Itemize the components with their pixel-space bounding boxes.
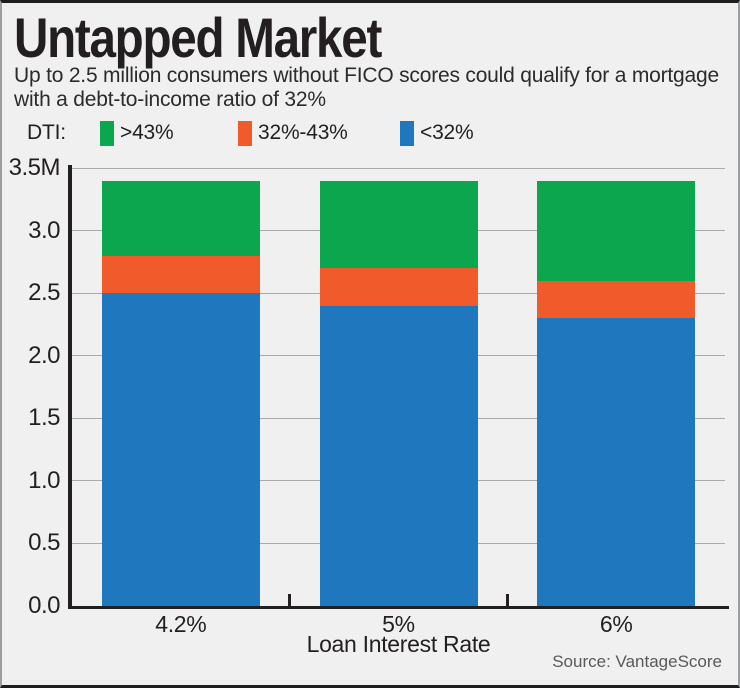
legend-label: 32%-43% [258,121,348,144]
chart-title: Untapped Market [14,6,382,69]
bar-segment-5%->43% [319,180,478,269]
bar-segment-5%-<32% [319,305,478,606]
legend: DTI: >43% 32%-43% <32% [2,119,738,147]
legend-title: DTI: [27,121,66,144]
x-axis-tick [288,594,292,606]
source-credit: Source: VantageScore [552,652,722,671]
y-tick-label: 1.5 [28,404,60,432]
bar-segment-4.2%->43% [101,180,260,256]
bar-segment-6%->43% [537,180,696,281]
legend-swatch [400,120,414,146]
y-tick-label: 2.0 [28,341,60,369]
y-axis-line [68,165,72,609]
y-tick-label: 0.5 [28,529,60,557]
bar-segment-5%-32%-43% [319,268,478,306]
bar-segment-4.2%-<32% [101,293,260,606]
x-tick-label: 4.2% [155,611,207,637]
x-axis-tick [505,594,509,606]
x-tick-label: 6% [599,611,633,637]
x-axis-line [68,606,729,609]
legend-swatch [238,120,252,146]
y-tick-label: 1.0 [28,466,60,494]
stacked-bar-chart: 0.0 0.5 1.0 1.5 2.0 2.5 3.0 3.5M 4.2% 5% 6% [9,154,729,637]
x-tick-label: 5% [382,611,415,637]
y-tick-label: 0.0 [28,592,60,619]
legend-item: 32%-43% [238,119,348,147]
legend-item: <32% [400,119,474,147]
y-tick-label: 3.0 [28,216,60,244]
legend-item: >43% [100,119,174,147]
gridline [72,167,725,169]
legend-label: >43% [120,121,174,144]
legend-label: <32% [420,121,474,144]
bar-segment-6%-32%-43% [537,280,696,319]
chart-subtitle: Up to 2.5 million consumers without FICO… [14,64,719,111]
y-tick-label: 3.5M [8,154,61,181]
x-axis-title: Loan Interest Rate [306,631,491,657]
legend-swatch [100,120,114,146]
y-tick-label: 2.5 [28,279,60,307]
bar-segment-4.2%-32%-43% [101,255,260,294]
bar-segment-6%-<32% [537,318,696,606]
